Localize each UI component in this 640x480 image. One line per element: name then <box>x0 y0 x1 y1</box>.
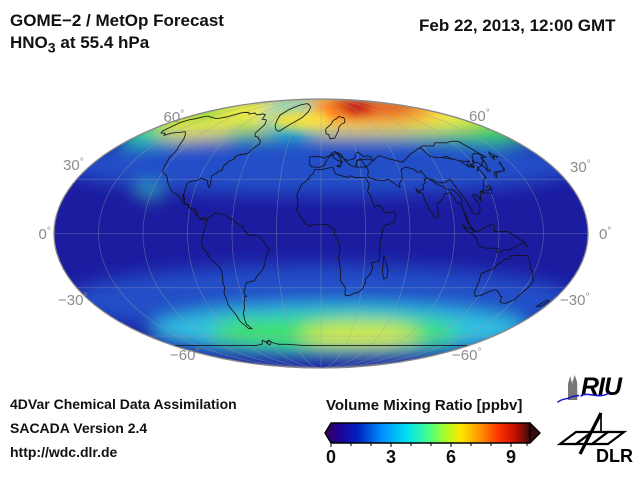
svg-text:30°: 30° <box>570 159 591 176</box>
svg-text:−30°: −30° <box>560 292 589 309</box>
svg-text:−30°: −30° <box>58 292 87 309</box>
svg-text:30°: 30° <box>63 157 84 174</box>
svg-text:DLR: DLR <box>596 446 633 466</box>
svg-text:3: 3 <box>386 447 396 467</box>
svg-text:0°: 0° <box>599 226 611 243</box>
svg-text:9: 9 <box>506 447 516 467</box>
svg-text:−60°: −60° <box>170 347 199 364</box>
svg-text:−60°: −60° <box>452 347 481 364</box>
svg-text:6: 6 <box>446 447 456 467</box>
svg-text:RIU: RIU <box>581 373 623 401</box>
svg-text:0: 0 <box>326 447 336 467</box>
svg-text:60°: 60° <box>469 108 490 125</box>
svg-text:0°: 0° <box>39 226 51 243</box>
